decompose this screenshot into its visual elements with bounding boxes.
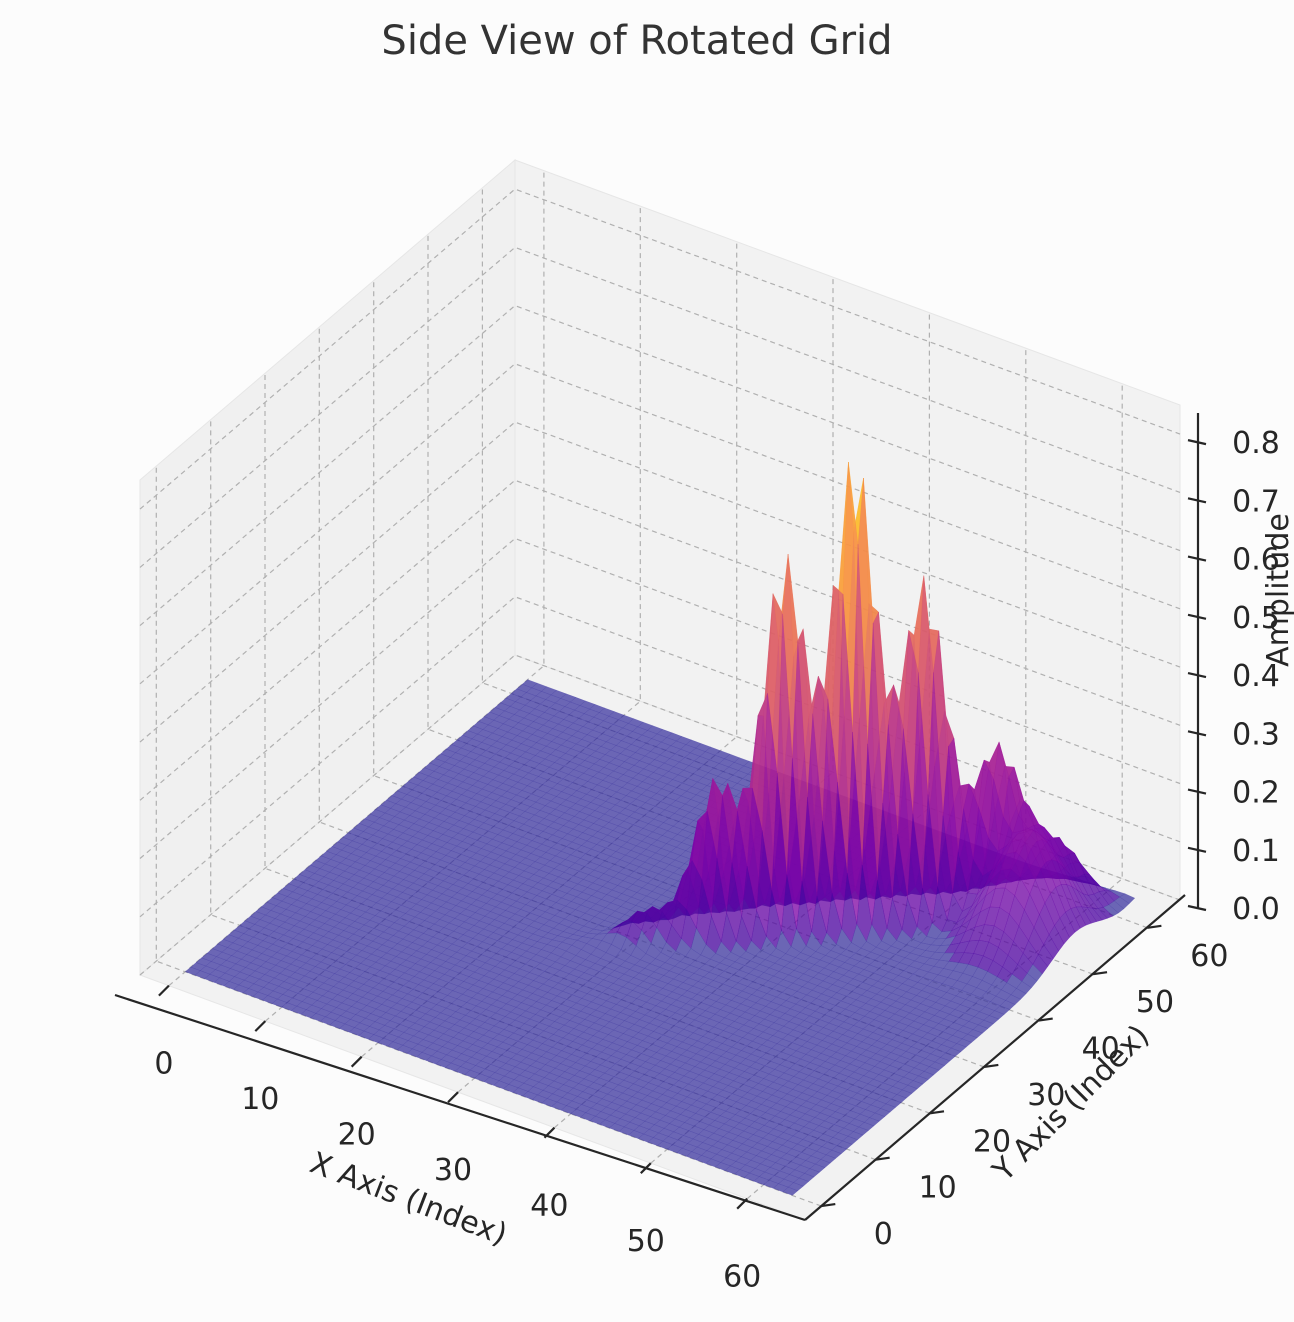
gridline-z xyxy=(139,479,1181,801)
y-tick-label: 0 xyxy=(874,1217,893,1252)
z-tick-label: 0.1 xyxy=(1232,834,1280,869)
x-tick-label: 60 xyxy=(723,1260,761,1295)
x-tick-label: 40 xyxy=(530,1189,568,1224)
z-tick-label: 0.2 xyxy=(1232,776,1280,811)
x-tick-mark xyxy=(350,1055,363,1068)
x-tick-label: 50 xyxy=(627,1224,665,1259)
surface-plot xyxy=(184,461,1136,1196)
y-tick-label: 10 xyxy=(919,1171,957,1206)
gridline-z xyxy=(139,363,1181,685)
gridline-z xyxy=(139,246,1181,568)
x-tick-label: 30 xyxy=(434,1153,472,1188)
x-tick-mark xyxy=(254,1020,267,1032)
x-tick-mark xyxy=(158,984,170,997)
x-axis-label: X Axis (Index) xyxy=(305,1146,512,1253)
z-axis-label: Amplitude xyxy=(1261,513,1294,667)
z-tick-label: 0.8 xyxy=(1232,426,1280,461)
gridline-z xyxy=(139,537,1181,859)
chart-title: Side View of Rotated Grid xyxy=(381,18,892,64)
gridline-z xyxy=(139,421,1181,743)
x-tick-label: 0 xyxy=(154,1047,173,1082)
gridline-z xyxy=(139,188,1181,510)
y-tick-label: 60 xyxy=(1190,939,1228,974)
gridline-z xyxy=(139,596,1181,918)
z-tick-label: 0.0 xyxy=(1232,892,1280,927)
z-tick-label: 0.3 xyxy=(1232,717,1280,752)
x-tick-mark xyxy=(447,1091,459,1103)
y-tick-label: 50 xyxy=(1136,985,1174,1020)
x-tick-label: 10 xyxy=(241,1082,279,1117)
gridline-z xyxy=(139,304,1181,627)
x-tick-label: 20 xyxy=(338,1118,376,1153)
